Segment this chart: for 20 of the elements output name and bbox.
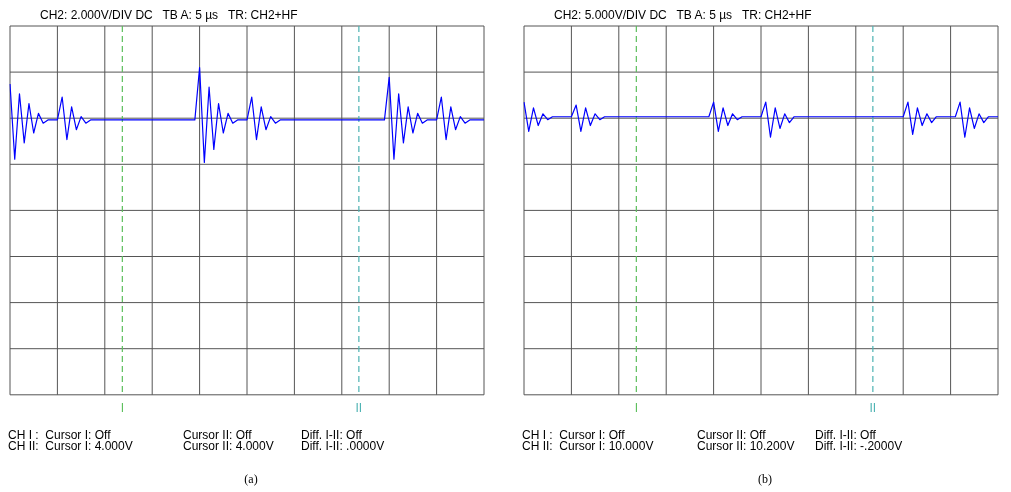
text: II bbox=[355, 401, 363, 416]
text: CH I : Cursor I: Off bbox=[8, 428, 111, 442]
text: CH II: Cursor I: 10.000V bbox=[522, 439, 655, 453]
text: (a) bbox=[243, 472, 259, 487]
text: CH I : Cursor I: Off bbox=[522, 428, 625, 442]
text: I bbox=[634, 401, 639, 416]
text: Cursor II: Off bbox=[697, 428, 766, 442]
text: Cursor II: Off bbox=[183, 428, 252, 442]
chart-title: CH2: 2.000V/DIV DC TB A: 5 µs TR: CH2+HF bbox=[40, 8, 299, 24]
text: II bbox=[869, 401, 877, 416]
text: Cursor II: 10.200V bbox=[697, 439, 796, 453]
chart-title: CH2: 5.000V/DIV DC TB A: 5 µs TR: CH2+HF bbox=[554, 8, 813, 24]
text: (b) bbox=[757, 472, 773, 487]
text: Diff. I-II: .0000V bbox=[301, 439, 386, 453]
text: Diff. I-II: Off bbox=[815, 428, 876, 442]
text: I bbox=[120, 401, 125, 416]
text: CH II: Cursor I: 4.000V bbox=[8, 439, 134, 453]
text: Diff. I-II: Off bbox=[301, 428, 362, 442]
text: Diff. I-II: -.2000V bbox=[815, 439, 904, 453]
text: Cursor II: 4.000V bbox=[183, 439, 275, 453]
